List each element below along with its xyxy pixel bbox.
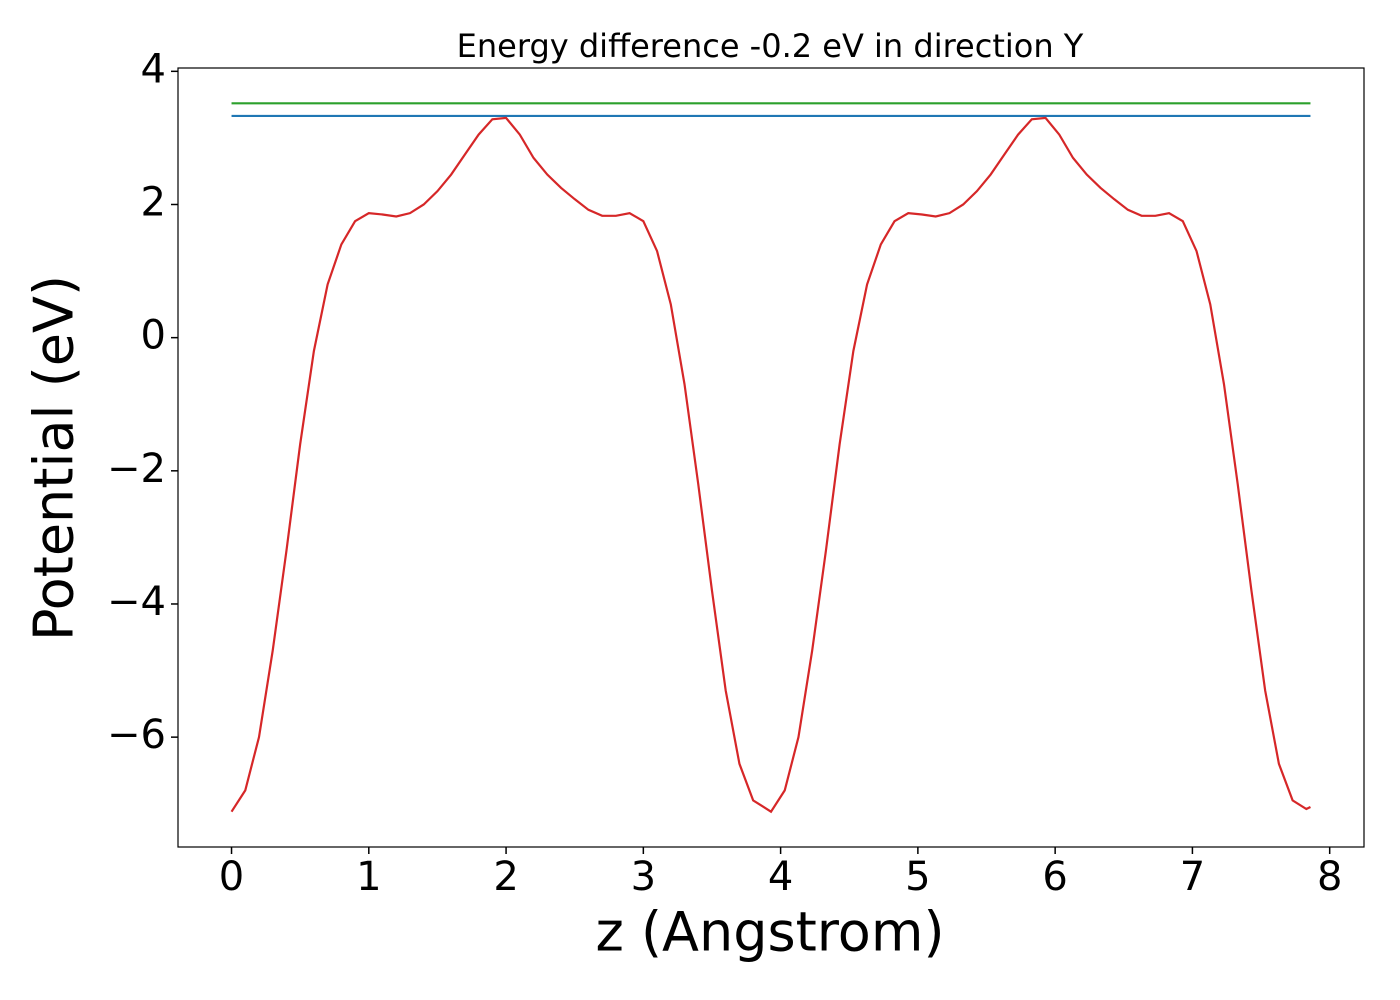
- y-tick-label: −2: [107, 446, 166, 492]
- y-tick-label: −6: [107, 712, 166, 758]
- x-tick-label: 2: [493, 854, 518, 900]
- x-tick-label: 8: [1317, 854, 1342, 900]
- y-tick-label: −4: [107, 579, 166, 625]
- x-tick-label: 6: [1042, 854, 1067, 900]
- plot-frame: [177, 67, 1365, 848]
- x-tick-label: 1: [356, 854, 381, 900]
- x-tick-label: 4: [768, 854, 793, 900]
- y-axis-label: Potential (eV): [23, 275, 86, 641]
- y-tick-label: 4: [141, 46, 166, 92]
- x-tick-label: 3: [631, 854, 656, 900]
- x-tick-label: 5: [905, 854, 930, 900]
- chart-title: Energy difference -0.2 eV in direction Y: [457, 27, 1084, 65]
- x-tick-label: 7: [1180, 854, 1205, 900]
- data-line: [230, 116, 1311, 814]
- x-axis-label: z (Angstrom): [595, 901, 944, 964]
- y-tick-label: 0: [141, 313, 166, 359]
- y-tick-label: 2: [141, 179, 166, 225]
- x-tick-label: 0: [219, 854, 244, 900]
